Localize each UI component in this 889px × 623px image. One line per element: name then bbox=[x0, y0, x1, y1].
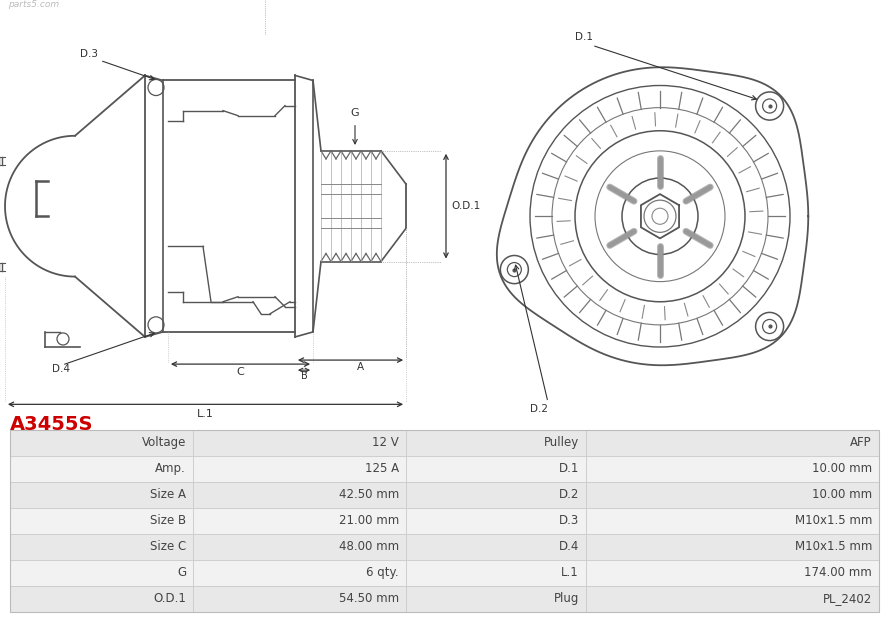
Bar bbox=[586, 430, 879, 456]
Bar bbox=[586, 560, 879, 586]
Text: 54.50 mm: 54.50 mm bbox=[339, 592, 399, 606]
Text: C: C bbox=[236, 367, 244, 377]
Text: G: G bbox=[177, 566, 186, 579]
Bar bbox=[193, 456, 406, 482]
Text: O.D.1: O.D.1 bbox=[451, 201, 480, 211]
Text: Pulley: Pulley bbox=[544, 437, 579, 449]
Bar bbox=[10, 456, 193, 482]
Bar bbox=[10, 430, 193, 456]
Text: PL_2402: PL_2402 bbox=[822, 592, 872, 606]
Text: D.1: D.1 bbox=[558, 462, 579, 475]
Text: 10.00 mm: 10.00 mm bbox=[812, 488, 872, 502]
Text: O.D.1: O.D.1 bbox=[153, 592, 186, 606]
Text: D.4: D.4 bbox=[558, 541, 579, 553]
Bar bbox=[586, 508, 879, 534]
Bar bbox=[586, 456, 879, 482]
Bar bbox=[406, 430, 586, 456]
Bar bbox=[406, 508, 586, 534]
Text: 48.00 mm: 48.00 mm bbox=[339, 541, 399, 553]
Text: L.1: L.1 bbox=[197, 409, 214, 419]
Text: D.2: D.2 bbox=[558, 488, 579, 502]
Text: Amp.: Amp. bbox=[156, 462, 186, 475]
Bar bbox=[10, 586, 193, 612]
Text: M10x1.5 mm: M10x1.5 mm bbox=[795, 541, 872, 553]
Text: AFP: AFP bbox=[851, 437, 872, 449]
Bar bbox=[586, 534, 879, 560]
Bar bbox=[586, 482, 879, 508]
Text: D.2: D.2 bbox=[530, 404, 548, 414]
Text: D.4: D.4 bbox=[52, 364, 70, 374]
Bar bbox=[193, 534, 406, 560]
Text: Size A: Size A bbox=[150, 488, 186, 502]
Bar bbox=[586, 586, 879, 612]
Text: parts5.com: parts5.com bbox=[8, 0, 60, 9]
Bar bbox=[193, 560, 406, 586]
Bar bbox=[406, 560, 586, 586]
Bar bbox=[193, 430, 406, 456]
Text: 10.00 mm: 10.00 mm bbox=[812, 462, 872, 475]
Bar bbox=[10, 534, 193, 560]
Text: A3455S: A3455S bbox=[10, 415, 93, 434]
Text: D.1: D.1 bbox=[575, 32, 593, 42]
Text: Size B: Size B bbox=[150, 515, 186, 528]
Bar bbox=[406, 482, 586, 508]
Text: Size C: Size C bbox=[149, 541, 186, 553]
Text: 12 V: 12 V bbox=[372, 437, 399, 449]
Text: 21.00 mm: 21.00 mm bbox=[339, 515, 399, 528]
Bar bbox=[10, 482, 193, 508]
Bar bbox=[10, 560, 193, 586]
Text: L.1: L.1 bbox=[561, 566, 579, 579]
Text: B: B bbox=[300, 371, 308, 381]
Text: G: G bbox=[350, 108, 359, 118]
Bar bbox=[10, 508, 193, 534]
Text: M10x1.5 mm: M10x1.5 mm bbox=[795, 515, 872, 528]
Text: 125 A: 125 A bbox=[364, 462, 399, 475]
Text: 174.00 mm: 174.00 mm bbox=[805, 566, 872, 579]
Text: D.3: D.3 bbox=[80, 49, 98, 59]
Text: 6 qty.: 6 qty. bbox=[366, 566, 399, 579]
Bar bbox=[406, 456, 586, 482]
Bar bbox=[193, 586, 406, 612]
Bar bbox=[406, 534, 586, 560]
Text: Plug: Plug bbox=[554, 592, 579, 606]
Text: D.3: D.3 bbox=[559, 515, 579, 528]
Bar bbox=[406, 586, 586, 612]
Bar bbox=[193, 482, 406, 508]
Text: Voltage: Voltage bbox=[141, 437, 186, 449]
Text: 42.50 mm: 42.50 mm bbox=[339, 488, 399, 502]
Bar bbox=[10, 430, 879, 612]
Text: A: A bbox=[357, 362, 364, 372]
Bar bbox=[193, 508, 406, 534]
